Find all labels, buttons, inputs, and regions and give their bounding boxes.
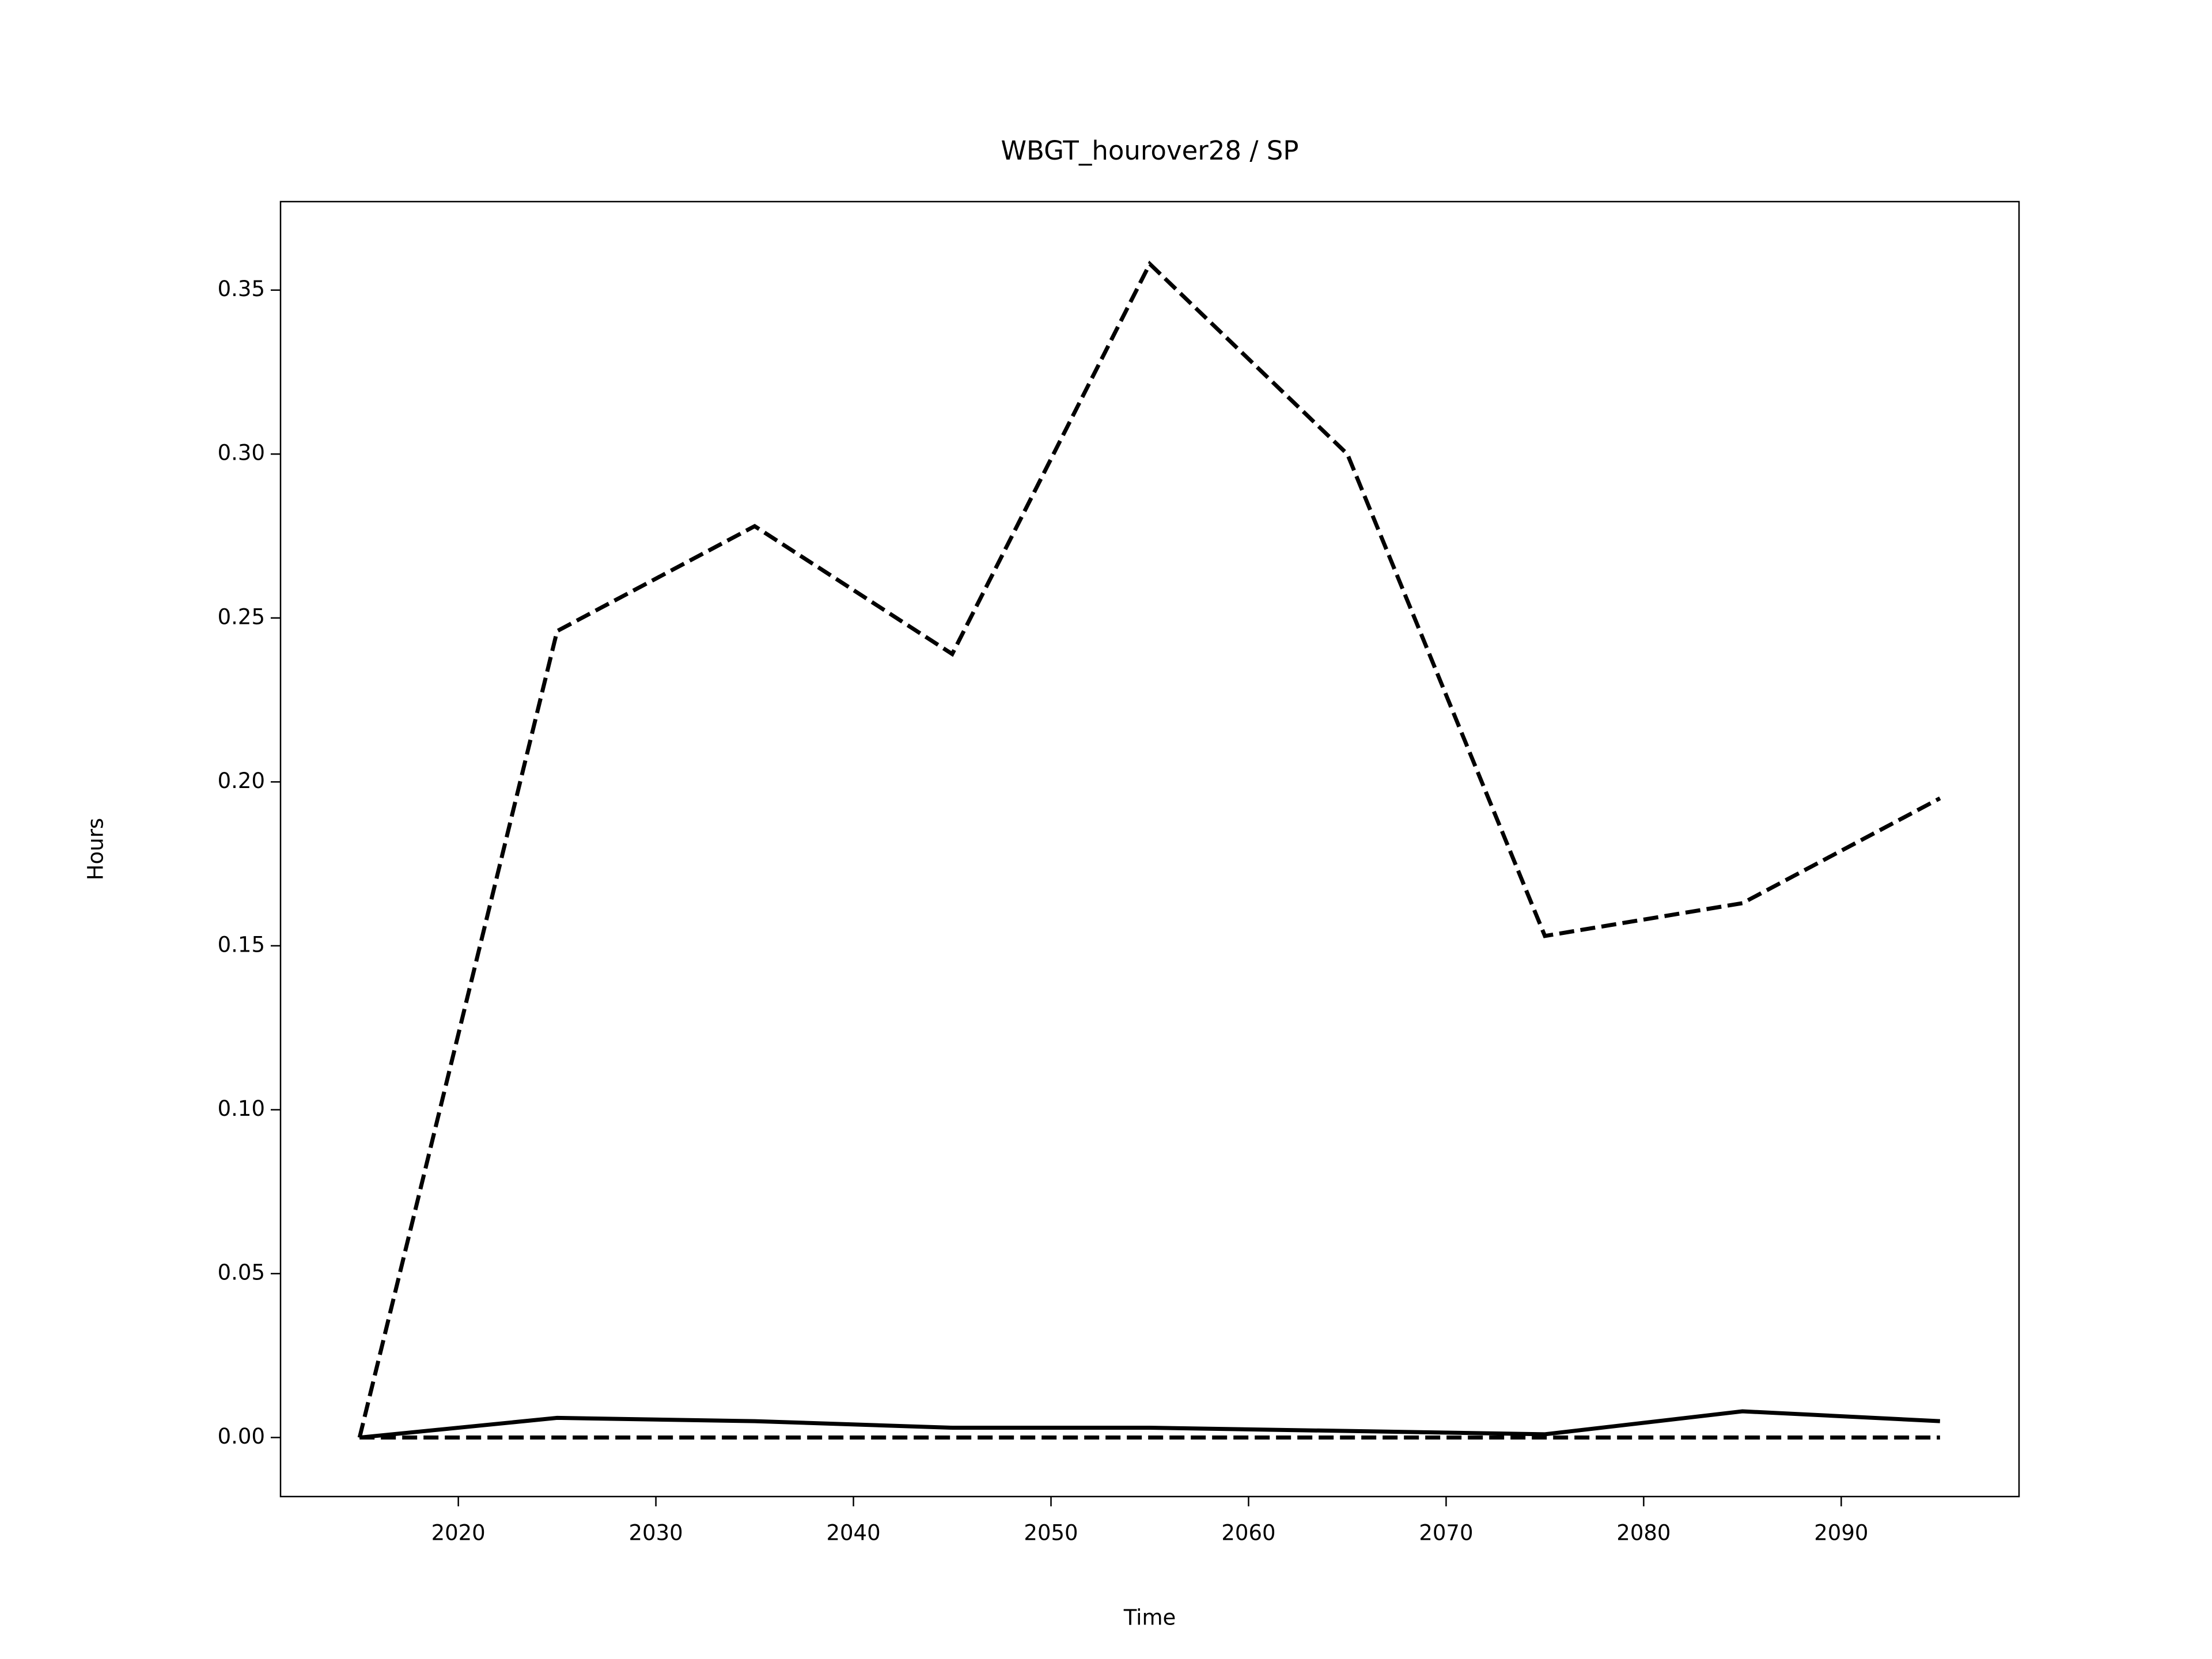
y-axis-label: Hours — [84, 818, 108, 880]
y-tick-label: 0.15 — [218, 932, 265, 957]
chart-title: WBGT_hourover28 / SP — [1001, 135, 1299, 166]
y-tick-label: 0.20 — [218, 768, 265, 793]
x-tick-label: 2020 — [431, 1521, 486, 1546]
x-tick-label: 2040 — [826, 1521, 880, 1546]
x-tick-label: 2030 — [629, 1521, 683, 1546]
y-tick-label: 0.05 — [218, 1260, 265, 1285]
y-tick-label: 0.35 — [218, 276, 265, 301]
line-series — [357, 260, 1941, 1438]
x-tick-label: 2080 — [1616, 1521, 1671, 1546]
x-tick-label: 2060 — [1221, 1521, 1275, 1546]
line-series — [359, 1409, 1940, 1440]
x-tick-label: 2070 — [1419, 1521, 1473, 1546]
y-tick-label: 0.00 — [218, 1424, 265, 1449]
y-tick-label: 0.30 — [218, 441, 265, 465]
x-axis-label: Time — [1123, 1605, 1176, 1630]
x-tick-label: 2050 — [1024, 1521, 1078, 1546]
y-tick-label: 0.25 — [218, 604, 265, 629]
x-tick-label: 2090 — [1814, 1521, 1868, 1546]
plot-frame — [279, 200, 2020, 1498]
y-tick-label: 0.10 — [218, 1096, 265, 1121]
